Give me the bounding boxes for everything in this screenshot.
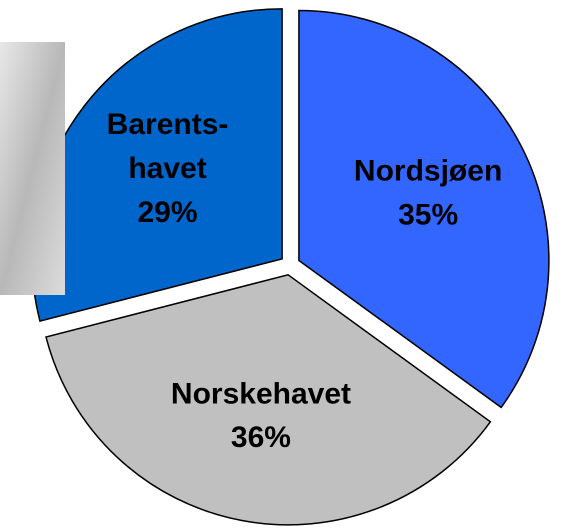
slice-label-line: havet (128, 152, 206, 185)
chart: Nordsjøen 35% Norskehavet 36% Barents-havet 2… (0, 0, 563, 530)
slice-label-line: Barents- (107, 108, 229, 141)
slice-label: Norskehavet (171, 377, 351, 410)
slice-value-label: 36% (231, 421, 291, 454)
slice-value-label: 35% (398, 199, 458, 232)
slice-label-line: Nordsjøen (354, 155, 502, 188)
slice-label-line: Norskehavet (171, 377, 351, 410)
slice-value-label: 29% (138, 196, 198, 229)
slice-label: Nordsjøen (354, 155, 502, 188)
page: Nordsjøen 35% Norskehavet 36% Barents-havet 2… (0, 0, 563, 530)
photo (0, 42, 65, 295)
